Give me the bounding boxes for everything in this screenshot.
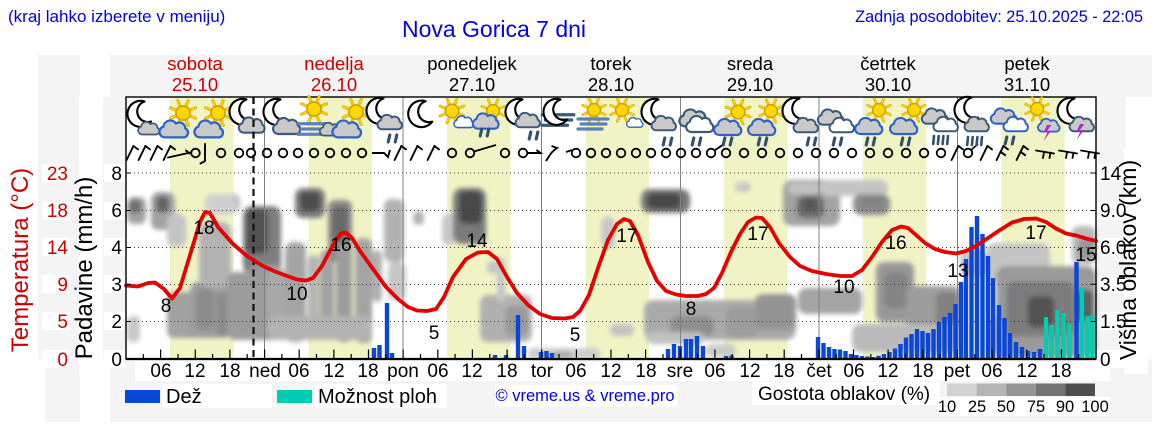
- svg-text:90: 90: [1056, 398, 1074, 416]
- svg-text:ned: ned: [249, 361, 281, 382]
- svg-text:ponedeljek: ponedeljek: [427, 53, 517, 74]
- svg-text:12: 12: [877, 361, 898, 382]
- svg-text:6.0: 6.0: [1100, 238, 1126, 259]
- svg-text:31.10: 31.10: [1004, 74, 1050, 95]
- svg-text:25.10: 25.10: [172, 74, 218, 95]
- svg-text:5: 5: [570, 325, 581, 346]
- svg-text:torek: torek: [590, 53, 632, 74]
- svg-text:06: 06: [843, 361, 864, 382]
- svg-text:18: 18: [219, 361, 240, 382]
- svg-text:16: 16: [885, 233, 906, 254]
- svg-text:18: 18: [357, 361, 378, 382]
- svg-text:9: 9: [57, 275, 68, 296]
- svg-text:Nova Gorica 7 dni: Nova Gorica 7 dni: [402, 16, 586, 42]
- svg-text:sre: sre: [667, 361, 693, 382]
- svg-text:1.5: 1.5: [1100, 312, 1126, 333]
- svg-text:26.10: 26.10: [311, 74, 357, 95]
- svg-text:5: 5: [429, 323, 440, 344]
- svg-text:4: 4: [111, 238, 122, 259]
- svg-text:06: 06: [565, 361, 586, 382]
- svg-text:8: 8: [111, 164, 122, 185]
- svg-text:10: 10: [938, 398, 956, 416]
- svg-text:sobota: sobota: [167, 53, 223, 74]
- svg-text:50: 50: [997, 398, 1015, 416]
- svg-text:06: 06: [288, 361, 309, 382]
- svg-text:Gostota oblakov (%): Gostota oblakov (%): [758, 384, 930, 405]
- svg-text:13: 13: [947, 261, 968, 282]
- svg-text:tor: tor: [531, 361, 554, 382]
- svg-text:18: 18: [193, 218, 214, 239]
- svg-text:pon: pon: [387, 361, 419, 382]
- svg-text:8: 8: [686, 299, 697, 320]
- svg-text:10: 10: [286, 284, 307, 305]
- svg-text:Padavine (mm/h): Padavine (mm/h): [71, 177, 98, 360]
- svg-text:30.10: 30.10: [865, 74, 911, 95]
- svg-text:0: 0: [1100, 350, 1111, 371]
- svg-text:18: 18: [496, 361, 517, 382]
- svg-text:0: 0: [57, 350, 68, 371]
- svg-text:3: 3: [111, 275, 122, 296]
- svg-text:27.10: 27.10: [449, 74, 495, 95]
- svg-text:Dež: Dež: [166, 386, 202, 408]
- svg-text:18: 18: [912, 361, 933, 382]
- svg-text:Temperatura (°C): Temperatura (°C): [7, 168, 34, 352]
- svg-text:12: 12: [323, 361, 344, 382]
- svg-text:2: 2: [111, 312, 122, 333]
- svg-text:12: 12: [1016, 361, 1037, 382]
- svg-text:10: 10: [833, 277, 854, 298]
- svg-text:18: 18: [47, 201, 68, 222]
- svg-text:pet: pet: [944, 361, 971, 382]
- svg-text:0: 0: [111, 350, 122, 371]
- svg-text:18: 18: [635, 361, 656, 382]
- svg-text:četrtek: četrtek: [860, 53, 916, 74]
- svg-text:12: 12: [600, 361, 621, 382]
- svg-text:75: 75: [1027, 398, 1045, 416]
- svg-text:14: 14: [466, 231, 488, 252]
- svg-text:12: 12: [184, 361, 205, 382]
- svg-text:Možnost ploh: Možnost ploh: [318, 386, 437, 408]
- svg-text:nedelja: nedelja: [304, 53, 364, 74]
- svg-text:5: 5: [57, 312, 68, 333]
- svg-text:25: 25: [968, 398, 986, 416]
- svg-text:8: 8: [161, 296, 172, 317]
- svg-text:Zadnja posodobitev: 25.10.2025: Zadnja posodobitev: 25.10.2025 - 22:05: [855, 8, 1143, 26]
- svg-text:17: 17: [616, 226, 637, 247]
- svg-text:23: 23: [47, 164, 68, 185]
- svg-text:14: 14: [1100, 164, 1122, 185]
- svg-text:16: 16: [330, 235, 351, 256]
- svg-text:06: 06: [704, 361, 725, 382]
- svg-text:18: 18: [1050, 361, 1071, 382]
- svg-text:© vreme.us & vreme.pro: © vreme.us & vreme.pro: [495, 387, 674, 405]
- svg-text:29.10: 29.10: [727, 74, 773, 95]
- svg-text:06: 06: [150, 361, 171, 382]
- svg-text:3.5: 3.5: [1100, 275, 1126, 296]
- svg-text:12: 12: [739, 361, 760, 382]
- svg-text:100: 100: [1081, 398, 1109, 416]
- svg-text:9.0: 9.0: [1100, 201, 1126, 222]
- svg-text:Višina oblakov (km): Višina oblakov (km): [1115, 160, 1141, 360]
- svg-text:čet: čet: [806, 361, 832, 382]
- svg-text:28.10: 28.10: [588, 74, 634, 95]
- svg-text:sreda: sreda: [727, 53, 774, 74]
- svg-text:17: 17: [1025, 223, 1046, 244]
- svg-text:14: 14: [47, 238, 69, 259]
- svg-text:6: 6: [111, 201, 122, 222]
- svg-text:18: 18: [773, 361, 794, 382]
- svg-text:06: 06: [981, 361, 1002, 382]
- svg-text:06: 06: [427, 361, 448, 382]
- svg-text:17: 17: [747, 224, 768, 245]
- svg-text:petek: petek: [1004, 53, 1050, 74]
- svg-text:15: 15: [1075, 245, 1096, 266]
- svg-text:12: 12: [461, 361, 482, 382]
- svg-text:(kraj lahko izberete v meniju): (kraj lahko izberete v meniju): [8, 7, 225, 26]
